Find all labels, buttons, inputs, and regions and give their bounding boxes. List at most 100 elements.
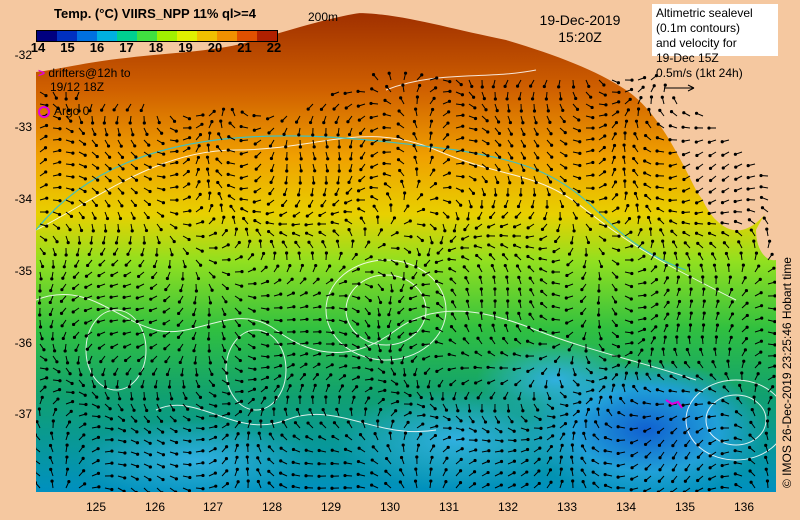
velocity-arrow-head <box>356 459 361 464</box>
velocity-arrow-head <box>526 428 530 432</box>
velocity-arrow-head <box>459 469 463 473</box>
velocity-arrow-head <box>356 375 360 379</box>
velocity-arrow-head <box>571 479 575 483</box>
velocity-arrow-head <box>200 122 204 126</box>
velocity-arrow-head <box>217 132 221 136</box>
velocity-arrow-head <box>127 385 131 389</box>
velocity-arrow-head <box>58 137 62 141</box>
velocity-arrow-head <box>84 285 88 289</box>
velocity-arrow-head <box>745 313 749 318</box>
velocity-arrow-head <box>654 278 659 282</box>
velocity-arrow-head <box>60 288 64 292</box>
velocity-arrow-head <box>82 142 87 146</box>
velocity-arrow-head <box>708 477 712 481</box>
velocity-arrow-head <box>285 157 289 161</box>
velocity-arrow-head <box>771 385 775 389</box>
velocity-arrow-head <box>485 166 489 171</box>
velocity-arrow-head <box>546 109 550 113</box>
velocity-arrow-head <box>614 373 619 377</box>
velocity-arrow-head <box>201 473 205 478</box>
velocity-arrow-head <box>601 348 605 352</box>
velocity-arrow-head <box>279 292 283 296</box>
velocity-arrow-head <box>461 255 465 259</box>
velocity-arrow-head <box>253 367 257 371</box>
velocity-arrow-head <box>630 341 634 345</box>
velocity-arrow-head <box>681 210 685 215</box>
velocity-arrow-head <box>276 384 280 388</box>
velocity-arrow-head <box>288 384 292 388</box>
velocity-arrow-head <box>617 234 621 238</box>
y-tick: -33 <box>14 120 32 134</box>
velocity-arrow-head <box>215 157 219 161</box>
velocity-arrow-head <box>632 384 636 389</box>
drifters-line2: 19/12 18Z <box>50 80 105 94</box>
velocity-arrow-head <box>482 193 486 197</box>
velocity-arrow-head <box>733 449 737 453</box>
velocity-arrow-head <box>514 253 518 257</box>
velocity-arrow-head <box>580 324 585 328</box>
velocity-arrow-head <box>109 319 113 323</box>
velocity-arrow-head <box>564 296 568 300</box>
drifter-track <box>665 399 683 409</box>
velocity-arrow-head <box>471 420 475 424</box>
velocity-arrow-head <box>452 229 457 233</box>
x-tick: 127 <box>202 500 224 514</box>
velocity-arrow-head <box>330 212 334 216</box>
velocity-arrow-head <box>291 363 295 367</box>
velocity-arrow-head <box>178 360 182 365</box>
velocity-arrow-head <box>570 467 574 471</box>
velocity-arrow-head <box>352 395 356 399</box>
velocity-arrow-head <box>297 251 301 255</box>
velocity-arrow-head <box>66 431 70 435</box>
velocity-arrow-head <box>707 401 711 405</box>
velocity-arrow-head <box>539 436 543 440</box>
velocity-arrow-head <box>616 425 620 429</box>
velocity-arrow-head <box>547 193 551 197</box>
velocity-arrow-head <box>489 336 493 340</box>
velocity-arrow-head <box>449 239 453 243</box>
velocity-arrow-head <box>357 296 361 300</box>
velocity-arrow-head <box>122 332 126 336</box>
altimetry-legend: Altimetric sealevel (0.1m contours) and … <box>656 6 780 81</box>
velocity-arrow-head <box>612 155 616 159</box>
velocity-arrow-head <box>382 161 386 166</box>
velocity-arrow-head <box>201 426 205 431</box>
velocity-arrow-head <box>239 176 243 180</box>
velocity-arrow-head <box>226 422 230 426</box>
velocity-arrow-head <box>773 364 776 368</box>
velocity-arrow-head <box>291 447 296 452</box>
velocity-arrow-head <box>604 367 608 371</box>
velocity-arrow-head <box>552 415 556 419</box>
velocity-arrow-head <box>256 479 260 484</box>
velocity-arrow-head <box>49 467 53 471</box>
velocity-arrow-head <box>121 191 125 195</box>
velocity-arrow-head <box>72 275 76 279</box>
velocity-arrow <box>36 460 41 465</box>
velocity-arrow-head <box>177 311 181 316</box>
velocity-arrow-head <box>343 91 347 95</box>
velocity-arrow-head <box>311 133 315 137</box>
velocity-arrow-head <box>160 131 164 135</box>
velocity-arrow-head <box>188 439 192 443</box>
velocity-arrow-head <box>269 180 273 184</box>
velocity-arrow-head <box>62 265 66 269</box>
velocity-arrow-head <box>624 371 629 375</box>
velocity-arrow-head <box>529 84 533 88</box>
velocity-arrow-head <box>654 265 658 269</box>
velocity-arrow-head <box>351 239 355 243</box>
velocity-arrow-head <box>552 424 556 428</box>
velocity-arrow-head <box>37 407 41 411</box>
velocity-arrow-head <box>252 114 256 118</box>
velocity-arrow-head <box>196 155 201 160</box>
velocity-arrow-head <box>512 234 516 238</box>
velocity-arrow-head <box>487 243 491 247</box>
velocity-arrow-head <box>714 275 718 279</box>
colorbar-swatch <box>117 31 137 41</box>
velocity-arrow-head <box>164 287 168 292</box>
velocity-arrow-head <box>264 265 268 269</box>
x-tick: 134 <box>615 500 637 514</box>
velocity-arrow-head <box>331 353 335 357</box>
velocity-arrow-head <box>212 217 216 221</box>
velocity-arrow-head <box>267 481 271 485</box>
velocity-arrow-head <box>616 451 620 456</box>
